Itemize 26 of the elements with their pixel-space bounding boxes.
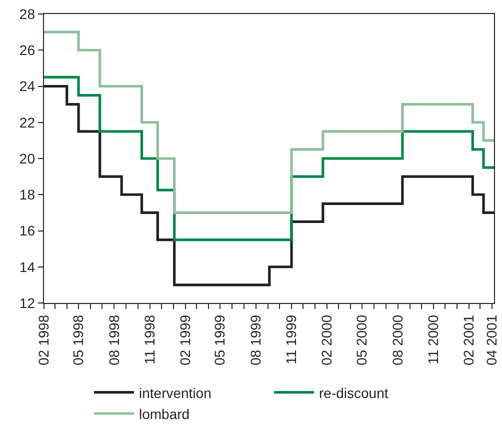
y-tick-label: 28	[19, 6, 36, 22]
x-tick-label: 08 2000	[389, 314, 406, 366]
y-tick-label: 14	[19, 258, 36, 275]
x-tick-label: 02 1998	[36, 314, 52, 366]
x-tick-label: 11 1998	[141, 314, 158, 364]
legend-label: intervention	[139, 384, 212, 401]
x-tick-label: 02 2001	[460, 314, 477, 366]
x-tick-label: 04 2001	[484, 314, 500, 366]
y-tick-label: 18	[19, 186, 36, 203]
y-tick-label: 24	[19, 78, 36, 94]
legend-label: lombard	[139, 406, 190, 422]
x-tick-label: 05 1998	[70, 314, 86, 366]
x-tick-label: 08 1999	[247, 314, 264, 366]
x-tick-label: 05 2000	[354, 314, 370, 366]
x-tick-label: 11 2000	[425, 314, 442, 364]
y-tick-label: 26	[19, 42, 36, 58]
y-tick-label: 22	[19, 114, 36, 130]
x-tick-label: 11 1999	[283, 314, 300, 364]
x-tick-label: 02 1999	[177, 314, 194, 366]
x-tick-label: 05 1999	[212, 314, 228, 366]
legend-label: re-discount	[319, 384, 388, 401]
x-tick-label: 08 1998	[106, 314, 122, 366]
y-tick-label: 12	[19, 294, 36, 311]
x-tick-label: 02 2000	[318, 314, 335, 366]
y-tick-label: 20	[19, 150, 36, 166]
y-tick-label: 16	[19, 222, 36, 239]
